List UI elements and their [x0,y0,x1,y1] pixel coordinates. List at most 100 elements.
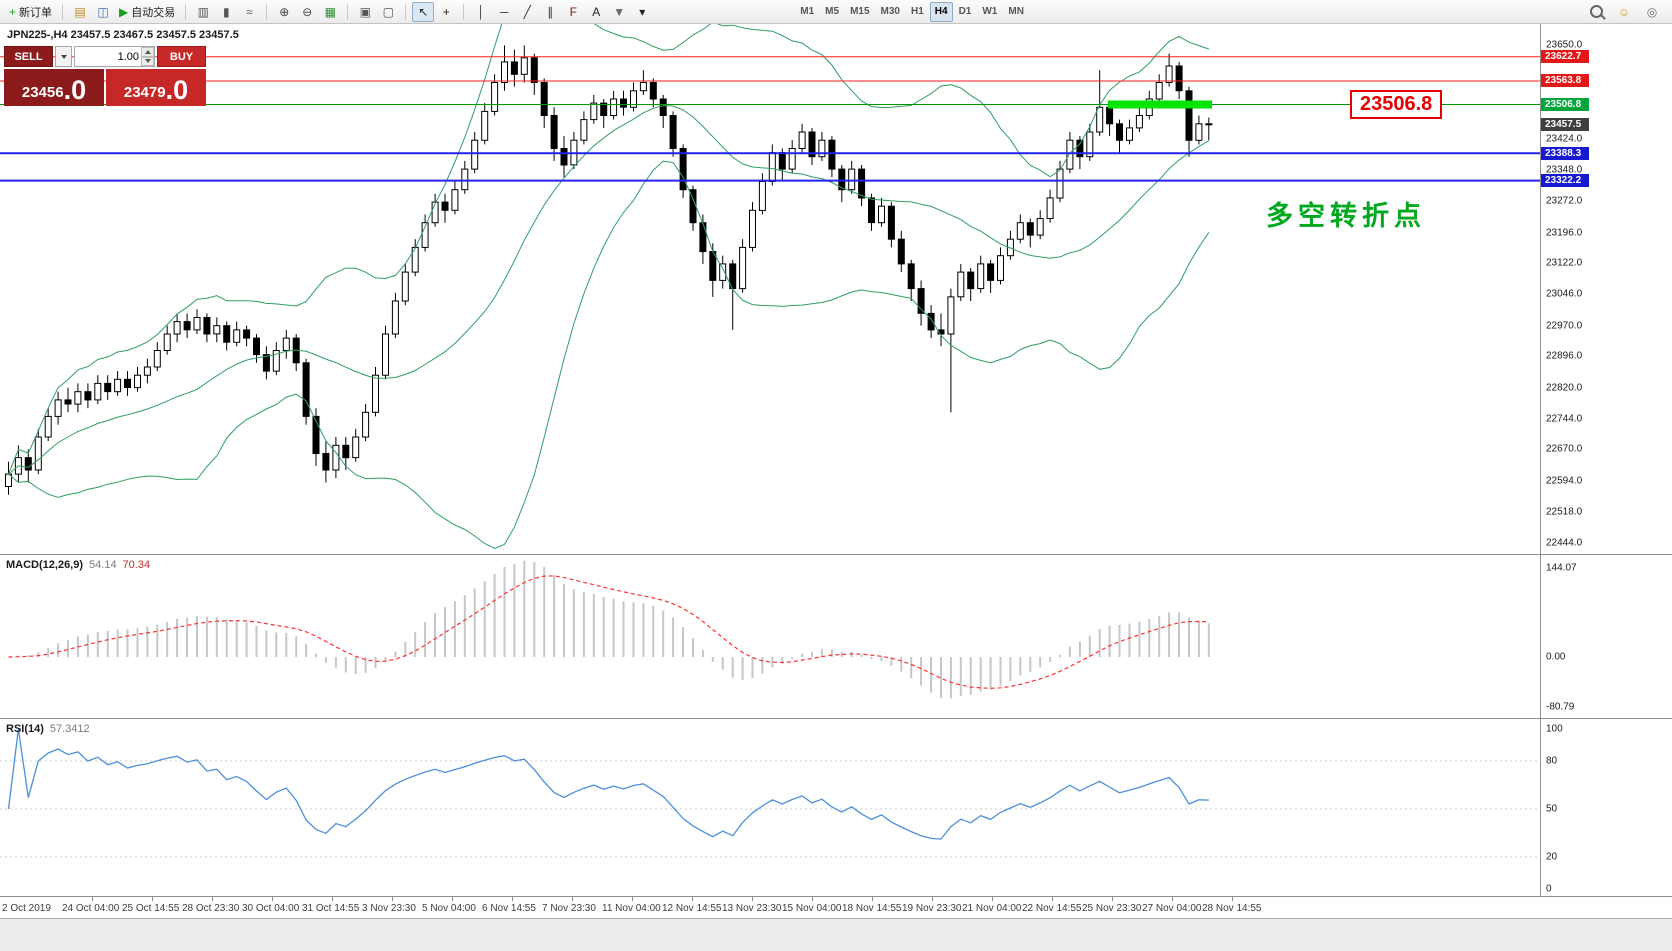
macd-pane[interactable]: MACD(12,26,9) 54.14 70.34 [0,555,1540,718]
new-order-button-label: 新订单 [19,6,53,19]
settings-icon[interactable]: ◎ [1641,2,1663,22]
volume-dropdown-button[interactable] [55,46,72,67]
rsi-pane[interactable]: RSI(14) 57.3412 [0,719,1540,896]
horizontal-line-tool: ─ [499,4,509,19]
axis-tick: 144.07 [1546,562,1577,574]
axis-tick: 22970.0 [1546,320,1583,332]
auto-trading-button[interactable]: ▶ 自动交易 [115,2,179,22]
time-tick [752,897,753,901]
axis-tick: 23348.0 [1546,164,1583,176]
time-label: 28 Oct 23:30 [182,903,240,914]
axis-tick: 23046.0 [1546,288,1583,300]
new-order-button[interactable]: + 新订单 [5,2,56,22]
timeframe-h1[interactable]: H1 [910,6,924,17]
time-tick [272,897,273,901]
sell-price[interactable]: 23456.0 [4,69,104,106]
community-icon: ☺ [1617,4,1631,19]
price-tag: 23322.2 [1541,174,1589,188]
time-label: 27 Nov 04:00 [1142,903,1202,914]
fibonacci-tool[interactable]: F [562,2,584,22]
text-tool: A [592,4,601,19]
zoom-out-button[interactable]: ⊖ [296,2,318,22]
price-tag: 23457.5 [1541,118,1589,132]
time-axis[interactable]: 2 Oct 2019 24 Oct 04:00 25 Oct 14:55 28 Oct… [0,896,1672,918]
line-chart-icon[interactable]: ≈ [238,2,260,22]
toolbar-separator [266,3,268,20]
tile-windows-icon[interactable]: ▣ [354,2,376,22]
stepper-up-icon[interactable] [141,47,154,57]
toolbar-separator [405,3,407,20]
trendline-tool[interactable]: ╱ [516,2,538,22]
horizontal-line-tool[interactable]: ─ [493,2,515,22]
toolbar-separator [463,3,465,20]
text-tool[interactable]: A [585,2,607,22]
channel-tool[interactable]: ∥ [539,2,561,22]
timeframe-m5[interactable]: M5 [825,6,840,17]
price-chart-pane[interactable]: JPN225-,H4 23457.5 23467.5 23457.5 23457… [0,24,1540,554]
community-icon[interactable]: ☺ [1613,2,1635,22]
timeframe-buttons: M1 M5 M15 M30 H1 H4 D1 W1 MN [795,1,1029,22]
rsi-label: RSI(14) 57.3412 [6,723,90,735]
data-window-icon[interactable]: ◫ [92,2,114,22]
candlestick-chart-icon[interactable]: ▮ [215,2,237,22]
time-tick [1172,897,1173,901]
time-label: 7 Nov 23:30 [542,903,596,914]
volume-stepper[interactable] [141,47,154,66]
time-tick [512,897,513,901]
time-label: 12 Nov 14:55 [662,903,722,914]
crosshair-tool[interactable]: + [435,2,457,22]
new-chart-window-icon[interactable]: ▢ [377,2,399,22]
pane-separator[interactable] [0,718,1672,719]
market-watch-icon[interactable]: ▤ [69,2,91,22]
cursor-tool[interactable]: ↖ [412,1,435,22]
auto-trading-button: ▶ [119,4,129,19]
volume-input[interactable] [74,46,155,67]
axis-tick: 23424.0 [1546,133,1583,145]
macd-label: MACD(12,26,9) 54.14 70.34 [6,559,151,571]
toolbar: + 新订单 ▤ ◫ ▶ 自动交易 ▥ ▮ ≈ ⊕ ⊖ ▦ ▣ ▢ ↖ + │ ─ ╱ ∥ F A ▼ ▾ M1 M5 M15 M30 H… [0,0,1672,24]
vertical-line-tool: │ [477,4,486,19]
stepper-down-icon[interactable] [141,56,154,66]
pane-separator[interactable] [0,554,1672,555]
price-tag: 23622.7 [1541,50,1589,64]
shapes-dropdown[interactable]: ▾ [631,2,653,22]
price-callout-label[interactable]: 23506.8 [1350,90,1443,119]
vertical-line-tool[interactable]: │ [470,2,492,22]
data-window-icon: ◫ [97,4,109,19]
time-label: 11 Nov 04:00 [602,903,661,914]
time-tick [332,897,333,901]
time-label: 24 Oct 04:00 [62,903,120,914]
axis-tick: 0.00 [1546,651,1566,663]
one-click-trading-panel: SELL BUY 23456.0 23479.0 [4,46,206,106]
timeframe-m15[interactable]: M15 [850,6,870,17]
timeframe-m1[interactable]: M1 [800,6,815,17]
sell-button[interactable]: SELL [4,46,53,67]
price-tag: 23563.8 [1541,74,1589,88]
search-icon[interactable] [1585,2,1607,22]
timeframe-mn[interactable]: MN [1008,6,1024,17]
timeframe-w1[interactable]: W1 [982,6,998,17]
price-tag: 23506.8 [1541,97,1589,111]
time-tick [1232,897,1233,901]
toolbar-group-draw-tools: │ ─ ╱ ∥ F A ▼ ▾ [470,2,653,22]
candlestick-chart[interactable] [0,24,1540,554]
crosshair-tool: + [442,4,450,19]
axis-tick: 50 [1546,803,1558,815]
buy-button[interactable]: BUY [157,46,206,67]
time-tick [1112,897,1113,901]
fibonacci-tool: F [569,4,577,19]
time-tick [152,897,153,901]
timeframe-m30[interactable]: M30 [880,6,900,17]
time-tick [812,897,813,901]
arrows-tool[interactable]: ▼ [608,2,630,22]
new-chart-window-icon: ▢ [382,4,394,19]
timeframe-d1[interactable]: D1 [958,6,972,17]
bar-chart-icon[interactable]: ▥ [192,2,214,22]
buy-price[interactable]: 23479.0 [106,69,206,106]
zoom-in-button[interactable]: ⊕ [273,2,295,22]
time-label: 22 Nov 14:55 [1022,903,1082,914]
price-axis[interactable]: 23650.0 23424.0 23348.0 23272.0 23196.0 23122… [1540,24,1672,896]
time-tick [932,897,933,901]
timeframe-h4[interactable]: H4 [929,1,953,22]
grid-toggle-icon[interactable]: ▦ [319,2,341,22]
